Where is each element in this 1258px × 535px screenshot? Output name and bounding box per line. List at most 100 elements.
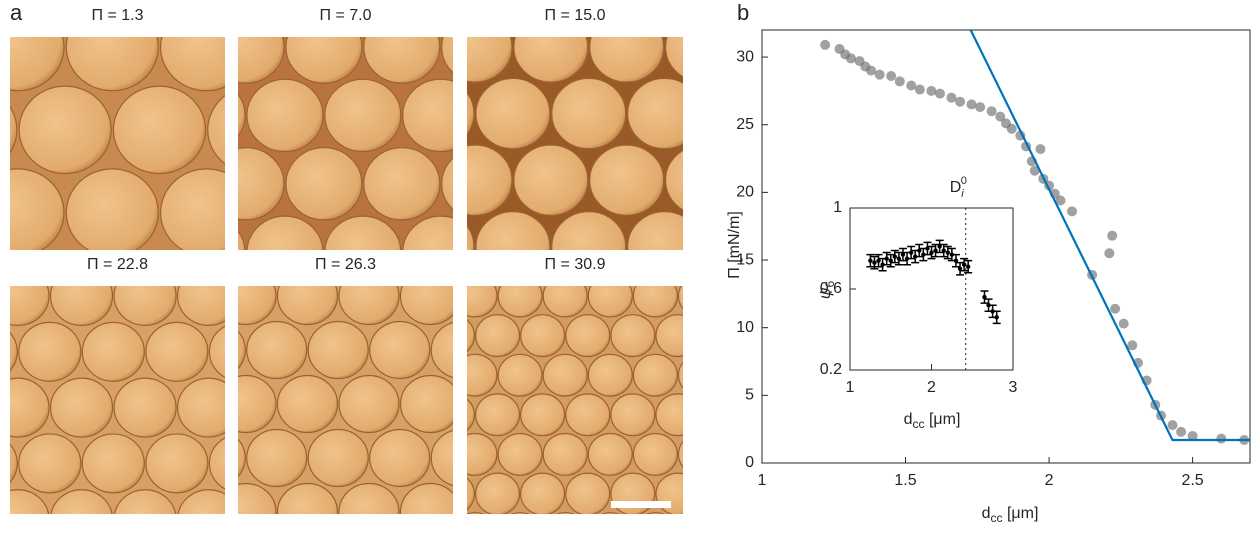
x-tick-label: 2.5 (1181, 472, 1203, 489)
particle (246, 428, 308, 488)
data-point (945, 250, 950, 255)
x-axis-label: dcc [μm] (982, 505, 1039, 525)
data-point (1067, 206, 1078, 217)
particle (474, 393, 521, 437)
data-point (888, 258, 893, 263)
data-point (925, 246, 930, 251)
data-point (886, 71, 897, 82)
afm-image (467, 37, 777, 250)
data-point (941, 248, 946, 253)
particle (402, 78, 453, 153)
particle (677, 440, 683, 468)
particle (369, 428, 431, 488)
particle (113, 489, 177, 514)
label-part: ψ (817, 287, 834, 299)
particle (510, 512, 530, 514)
particle (646, 512, 665, 514)
y-tick-label: 30 (736, 48, 754, 65)
particle (497, 353, 543, 397)
particle (430, 429, 453, 487)
data-point (946, 92, 957, 103)
x-tick-label: 1 (758, 472, 767, 489)
data-point (990, 309, 995, 314)
particle (276, 286, 339, 326)
data-point (953, 258, 959, 263)
particle (441, 37, 453, 74)
label-part: d (982, 505, 991, 522)
particle (49, 286, 114, 327)
particle (169, 0, 245, 15)
data-point (1167, 420, 1178, 431)
image-title: Π = 15.0 (545, 7, 606, 24)
particle (467, 91, 475, 136)
particle (701, 394, 745, 436)
particle (589, 37, 665, 83)
data-point (874, 69, 885, 80)
particle (338, 482, 400, 514)
particle (399, 374, 453, 434)
image-title: Π = 26.3 (315, 256, 376, 273)
particle (399, 482, 453, 514)
data-point (926, 85, 937, 96)
afm-image (169, 0, 453, 250)
label-sub: cc (991, 511, 1003, 525)
particle (497, 286, 543, 318)
label-part: d (904, 411, 913, 428)
y-tick-label: 10 (736, 319, 754, 336)
x-tick-label: 3 (1009, 379, 1018, 396)
data-point (913, 254, 918, 259)
fit-line (969, 30, 1250, 442)
particle (10, 443, 18, 484)
particle (664, 149, 683, 211)
particle (555, 512, 575, 514)
data-point (986, 303, 991, 308)
particle (551, 77, 627, 150)
particle (551, 211, 627, 250)
data-point (966, 99, 977, 110)
data-point (1127, 340, 1138, 351)
particle (207, 94, 225, 165)
particle (10, 489, 50, 514)
data-point (845, 53, 856, 64)
particle (276, 482, 339, 514)
particle (664, 37, 683, 78)
label-sub: 6 (823, 281, 837, 288)
particle (238, 438, 246, 478)
data-point (929, 250, 934, 255)
particle (324, 215, 402, 250)
particle (18, 433, 82, 494)
data-point (1035, 144, 1046, 155)
particle (513, 144, 589, 216)
particle (81, 321, 145, 382)
data-point (949, 252, 955, 257)
particle (238, 147, 285, 221)
particle (408, 513, 452, 535)
label-sup: 0 (961, 175, 967, 187)
particle (703, 78, 777, 148)
data-point (995, 111, 1006, 122)
particle (238, 286, 277, 326)
panel-label: a (10, 0, 23, 25)
reference-label: Di0 (950, 175, 967, 200)
x-tick-label: 2 (1045, 472, 1054, 489)
data-point (896, 256, 902, 261)
particle (474, 472, 521, 514)
y-tick-label: 0.6 (820, 280, 842, 297)
particle (177, 377, 225, 438)
particle (10, 286, 50, 327)
data-point (914, 84, 925, 95)
label-sub: i (961, 188, 964, 200)
panel-label: b (737, 0, 749, 25)
y-tick-label: 20 (736, 184, 754, 201)
scale-bar (611, 501, 671, 508)
particle (701, 473, 745, 515)
particle (238, 374, 277, 434)
particle (679, 513, 723, 535)
particle (145, 433, 209, 494)
particle (587, 432, 633, 476)
particle (50, 489, 113, 514)
data-point (1118, 318, 1129, 329)
data-point (866, 65, 877, 76)
data-point (880, 262, 885, 267)
